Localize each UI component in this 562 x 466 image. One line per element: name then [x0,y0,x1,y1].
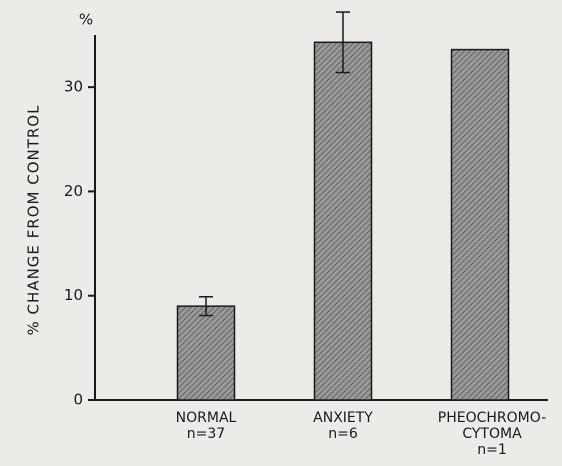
x-tick-label: PHEOCHROMO- [438,410,546,426]
y-tick-label: 10 [64,286,83,304]
y-axis-label: % CHANGE FROM CONTROL [25,105,43,336]
x-tick-label: NORMAL [176,410,237,426]
x-tick-label: CYTOMA [462,426,522,442]
y-tick-label: 30 [64,78,83,96]
error-bar [336,11,350,74]
bar [450,48,510,401]
x-tick-label: n=37 [187,426,225,442]
y-tick-label: 20 [64,182,83,200]
x-tick-label: n=6 [328,426,358,442]
y-unit: % [79,11,93,29]
bar [313,41,373,401]
x-tick-label: n=1 [477,442,507,458]
error-bar [199,296,213,317]
bar [176,305,236,401]
x-tick-label: ANXIETY [313,410,373,426]
y-tick-label: 0 [73,391,83,409]
